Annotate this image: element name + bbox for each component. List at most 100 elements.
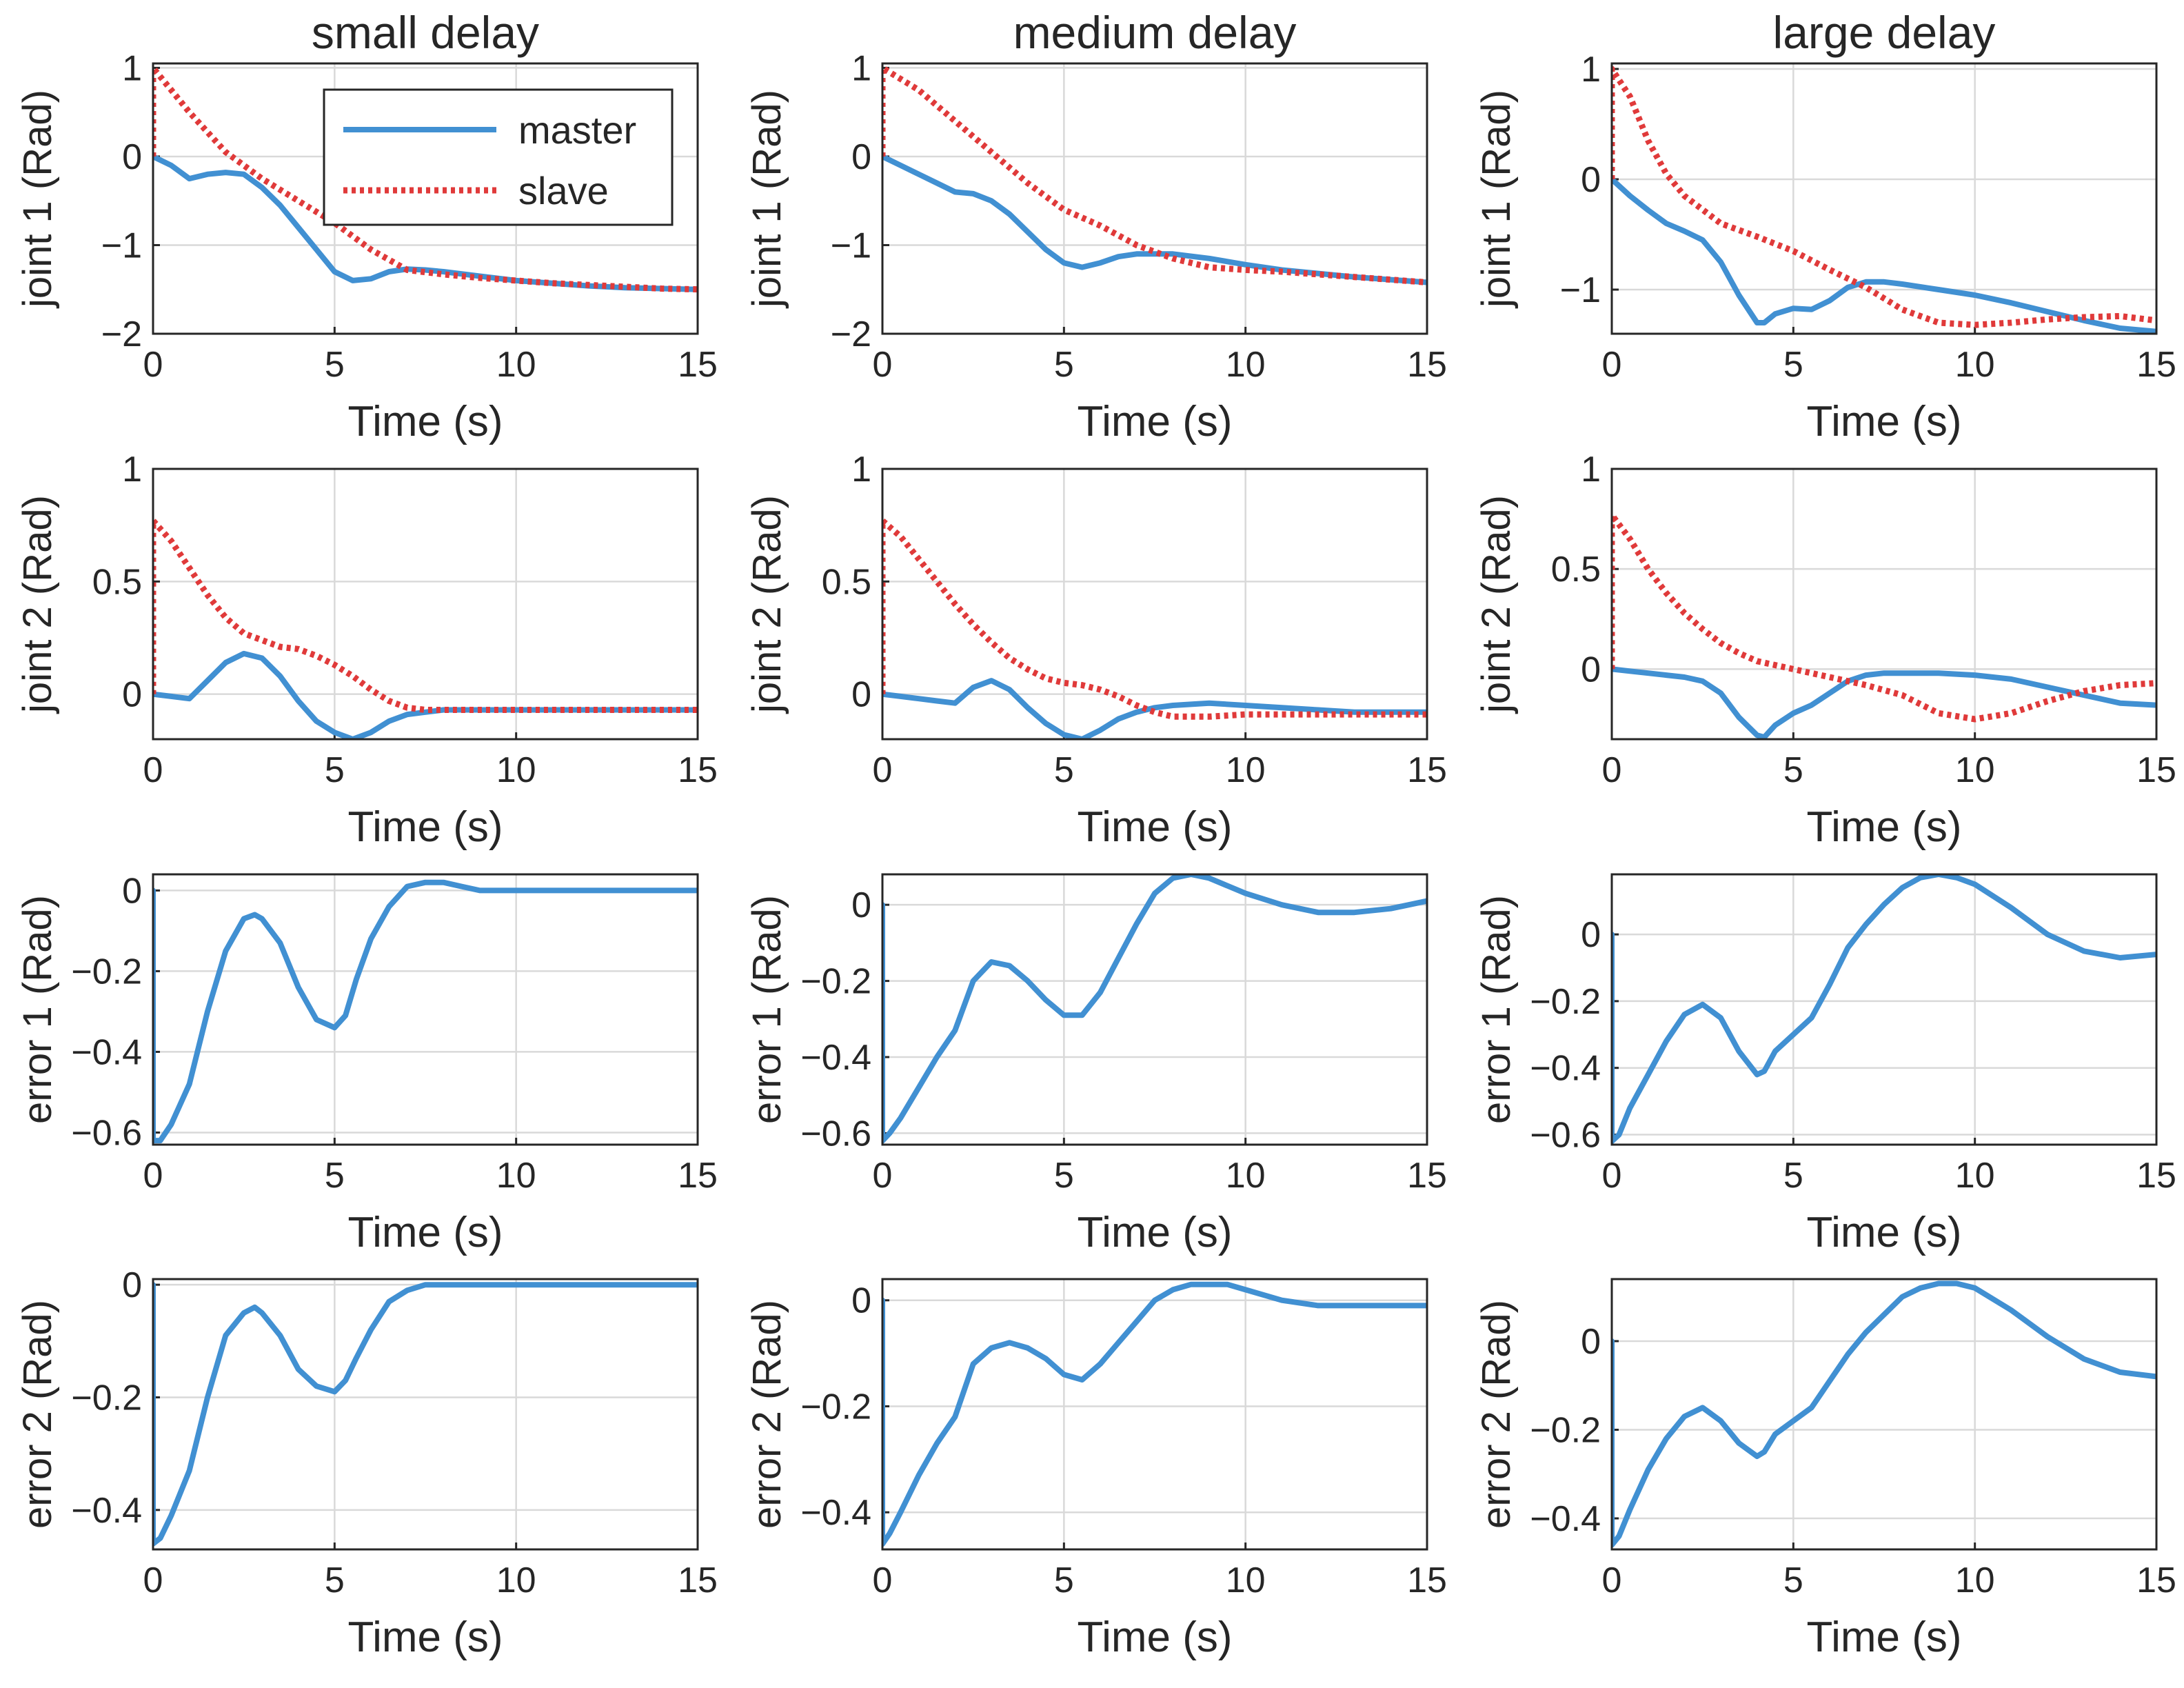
x-axis-label: Time (s): [1078, 398, 1233, 445]
x-tick-label: 5: [325, 1156, 345, 1196]
y-tick-label: 1: [1581, 50, 1601, 90]
x-axis-label: Time (s): [1807, 1614, 1962, 1661]
x-tick-label: 5: [1783, 1560, 1803, 1600]
series-line-master: [1612, 1280, 2156, 1548]
x-tick-label: 10: [496, 750, 536, 790]
legend: master slave: [323, 88, 674, 226]
x-tick-label: 15: [678, 750, 718, 790]
x-tick-label: 10: [1955, 1156, 1995, 1196]
y-tick-label: −0.4: [71, 1491, 142, 1531]
axes-box: [152, 62, 699, 335]
y-tick-label: 0: [851, 885, 871, 925]
axes-box: [881, 62, 1428, 335]
y-tick-label: −0.2: [800, 962, 871, 1002]
y-axis-label: joint 2 (Rad): [745, 495, 789, 714]
x-axis-label: Time (s): [348, 1209, 503, 1256]
column-title-0: small delay: [312, 7, 539, 58]
panel-r1-c2: 0 5 10 15 0 0.5 1 Time (s) joint 2 (Rad): [1474, 450, 2176, 851]
y-tick-label: 0: [122, 1265, 142, 1305]
y-tick-label: 0: [851, 675, 871, 715]
x-tick-label: 0: [1602, 750, 1622, 790]
axes-box: [152, 1278, 699, 1551]
y-tick-label: −0.4: [1530, 1499, 1601, 1539]
x-tick-label: 5: [1783, 1156, 1803, 1196]
y-tick-label: −0.2: [1530, 982, 1601, 1022]
x-tick-label: 15: [1407, 750, 1447, 790]
x-tick-label: 5: [1054, 750, 1074, 790]
panel-r3-c2: 0 5 10 15 −0.4 −0.2 0 Time (s) error 2 (Rad): [1474, 1278, 2176, 1661]
y-tick-label: 0: [1581, 650, 1601, 690]
series-line-slave: [882, 64, 1427, 285]
y-axis-label: error 2 (Rad): [15, 1300, 60, 1529]
x-tick-label: 10: [1955, 750, 1995, 790]
y-tick-label: −2: [101, 314, 142, 354]
x-tick-label: 0: [143, 1560, 163, 1600]
y-tick-label: −0.2: [800, 1387, 871, 1427]
y-tick-label: 1: [851, 450, 871, 490]
x-axis-label: Time (s): [1807, 803, 1962, 851]
x-tick-label: 15: [678, 1156, 718, 1196]
y-tick-label: 1: [1581, 450, 1601, 490]
axes-box: [881, 468, 1428, 741]
series-line-master: [882, 154, 1427, 285]
x-tick-label: 10: [1226, 750, 1266, 790]
y-tick-label: 0.5: [822, 562, 871, 602]
y-tick-label: 0: [1581, 1322, 1601, 1362]
y-tick-label: 1: [851, 48, 871, 88]
y-axis-label: error 1 (Rad): [745, 895, 789, 1124]
x-tick-label: 15: [2136, 750, 2176, 790]
x-tick-label: 0: [143, 345, 163, 385]
y-axis-label: joint 1 (Rad): [745, 90, 789, 309]
x-tick-label: 15: [2136, 1156, 2176, 1196]
x-tick-label: 5: [1054, 345, 1074, 385]
x-axis-label: Time (s): [1078, 803, 1233, 851]
x-tick-label: 0: [873, 345, 893, 385]
y-tick-label: 1: [122, 48, 142, 88]
axes-box: [152, 873, 699, 1146]
panel-r1-c0: 0 5 10 15 0 0.5 1 Time (s) joint 2 (Rad): [15, 450, 718, 851]
x-tick-label: 10: [1226, 1156, 1266, 1196]
y-tick-label: −0.4: [800, 1493, 871, 1533]
y-axis-label: error 1 (Rad): [1474, 895, 1519, 1124]
series-line-slave: [1612, 66, 2156, 328]
x-tick-label: 5: [325, 1560, 345, 1600]
panel-r0-c1: 0 5 10 15 −2 −1 0 1 Time (s) joint 1 (Rad): [745, 48, 1447, 445]
y-tick-label: 0: [851, 1281, 871, 1321]
x-axis-label: Time (s): [1078, 1614, 1233, 1661]
x-tick-label: 10: [496, 1156, 536, 1196]
y-axis-label: error 2 (Rad): [1474, 1300, 1519, 1529]
y-tick-label: 1: [122, 450, 142, 490]
y-axis-label: joint 1 (Rad): [15, 90, 60, 309]
x-tick-label: 15: [2136, 345, 2176, 385]
y-tick-label: −0.2: [1530, 1410, 1601, 1450]
axes-box: [1610, 873, 2158, 1146]
series-line-master: [153, 650, 698, 739]
series-line-master: [1612, 177, 2156, 334]
column-title-1: medium delay: [1013, 7, 1297, 58]
x-tick-label: 0: [143, 1156, 163, 1196]
x-tick-label: 5: [1783, 345, 1803, 385]
x-tick-label: 15: [1407, 1560, 1447, 1600]
x-axis-label: Time (s): [348, 1614, 503, 1661]
x-tick-label: 0: [873, 1560, 893, 1600]
y-tick-label: −0.2: [71, 952, 142, 992]
panel-r3-c0: 0 5 10 15 −0.4 −0.2 0 Time (s) error 2 (Rad): [15, 1265, 718, 1661]
axes-box: [881, 873, 1428, 1146]
x-axis-label: Time (s): [348, 803, 503, 851]
y-tick-label: 0: [1581, 915, 1601, 955]
x-axis-label: Time (s): [1807, 398, 1962, 445]
axes-box: [1610, 468, 2158, 741]
column-titles: small delay medium delay large delay: [312, 7, 1996, 58]
series-line-master: [153, 154, 698, 292]
series-line-master: [882, 1281, 1427, 1547]
panel-r2-c1: 0 5 10 15 −0.6 −0.4 −0.2 0 Time (s) error 1 (Rad): [745, 873, 1447, 1256]
y-tick-label: −1: [101, 225, 142, 265]
axes-box: [881, 1278, 1428, 1551]
y-tick-label: 0: [122, 871, 142, 911]
x-axis-label: Time (s): [1078, 1209, 1233, 1256]
column-title-2: large delay: [1773, 7, 1996, 58]
x-axis-label: Time (s): [348, 398, 503, 445]
